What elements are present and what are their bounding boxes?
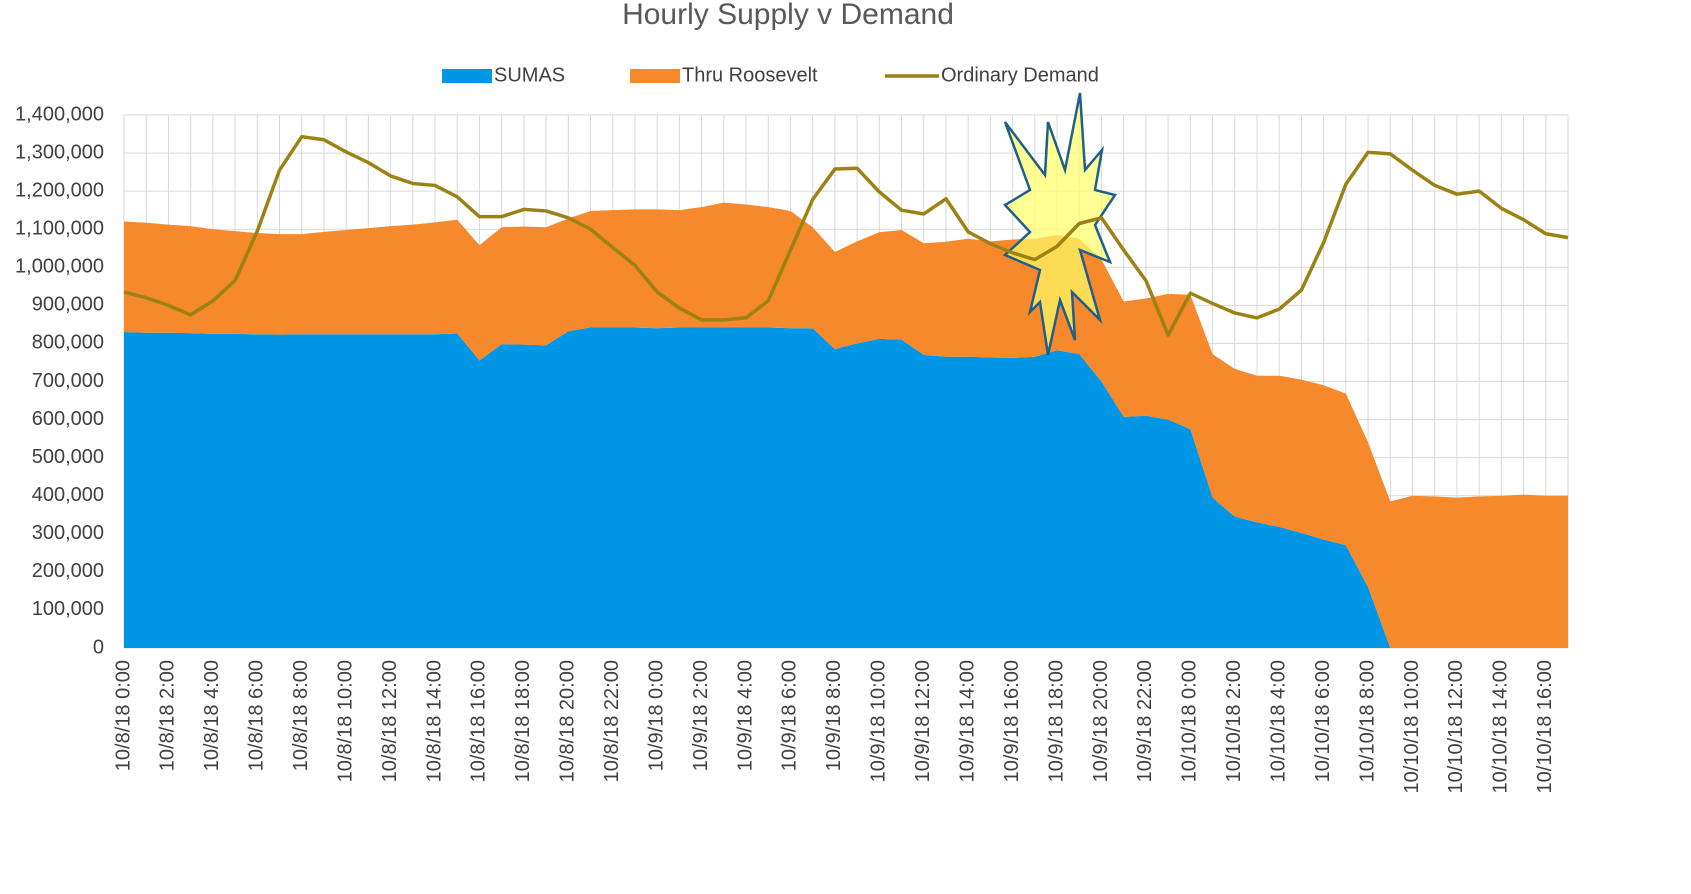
x-tick-label: 10/9/18 14:00: [956, 660, 978, 782]
x-tick-label: 10/9/18 6:00: [779, 660, 801, 771]
x-tick-label: 10/9/18 18:00: [1045, 660, 1067, 782]
legend-swatch: [630, 69, 680, 83]
y-tick-label: 700,000: [32, 370, 104, 392]
line: [123, 134, 1569, 337]
x-tick-label: 10/9/18 22:00: [1134, 660, 1156, 782]
x-tick-label: 10/8/18 20:00: [557, 660, 579, 782]
x-tick-label: 10/8/18 18:00: [512, 660, 534, 782]
y-tick-label: 500,000: [32, 446, 104, 468]
x-tick-label: 10/10/18 0:00: [1179, 660, 1201, 782]
x-tick-label: 10/8/18 14:00: [423, 660, 445, 782]
x-tick-label: 10/9/18 0:00: [645, 660, 667, 771]
x-tick-label: 10/10/18 12:00: [1445, 660, 1467, 793]
x-tick-label: 10/9/18 12:00: [912, 660, 934, 782]
y-tick-label: 600,000: [32, 408, 104, 430]
y-tick-label: 0: [93, 636, 104, 658]
y-tick-label: 1,000,000: [15, 256, 104, 278]
x-tick-label: 10/10/18 16:00: [1534, 660, 1556, 793]
x-tick-label: 10/10/18 8:00: [1356, 660, 1378, 782]
y-tick-label: 1,300,000: [15, 141, 104, 163]
x-tick-label: 10/10/18 10:00: [1401, 660, 1423, 793]
x-tick-label: 10/8/18 12:00: [379, 660, 401, 782]
y-tick-label: 300,000: [32, 522, 104, 544]
x-tick-label: 10/10/18 14:00: [1490, 660, 1512, 793]
x-tick-label: 10/9/18 2:00: [690, 660, 712, 771]
x-tick-label: 10/9/18 16:00: [1001, 660, 1023, 782]
y-tick-label: 1,400,000: [15, 103, 104, 125]
areas: [124, 202, 1568, 649]
y-tick-label: 1,200,000: [15, 179, 104, 201]
x-tick-label: 10/8/18 2:00: [157, 660, 179, 771]
legend-label: Thru Roosevelt: [682, 64, 818, 86]
x-tick-label: 10/9/18 20:00: [1090, 660, 1112, 782]
x-tick-label: 10/10/18 6:00: [1312, 660, 1334, 782]
x-tick-label: 10/8/18 6:00: [246, 660, 268, 771]
y-tick-label: 800,000: [32, 332, 104, 354]
x-tick-label: 10/8/18 8:00: [290, 660, 312, 771]
x-tick-label: 10/9/18 8:00: [823, 660, 845, 771]
starburst-decoration: [1002, 92, 1118, 356]
chart-title: Hourly Supply v Demand: [622, 0, 954, 31]
area: [124, 327, 1568, 648]
legend-label: Ordinary Demand: [941, 64, 1099, 86]
x-tick-label: 10/9/18 4:00: [734, 660, 756, 771]
x-tick-label: 10/8/18 16:00: [468, 660, 490, 782]
x-tick-label: 10/8/18 10:00: [334, 660, 356, 782]
legend: SUMAS Thru Roosevelt Ordinary Demand: [442, 64, 1099, 86]
x-tick-label: 10/8/18 0:00: [112, 660, 134, 771]
x-tick-label: 10/10/18 4:00: [1267, 660, 1289, 782]
x-tick-label: 10/8/18 4:00: [201, 660, 223, 771]
y-tick-label: 1,100,000: [15, 217, 104, 239]
lines: [123, 134, 1569, 337]
y-tick-label: 200,000: [32, 560, 104, 582]
y-tick-label: 400,000: [32, 484, 104, 506]
legend-swatch: [442, 69, 492, 83]
y-tick-label: 100,000: [32, 598, 104, 620]
x-tick-label: 10/9/18 10:00: [868, 660, 890, 782]
x-tick-label: 10/8/18 22:00: [601, 660, 623, 782]
legend-label: SUMAS: [494, 64, 565, 86]
x-tick-label: 10/10/18 2:00: [1223, 660, 1245, 782]
area: [124, 202, 1568, 649]
y-tick-label: 900,000: [32, 294, 104, 316]
